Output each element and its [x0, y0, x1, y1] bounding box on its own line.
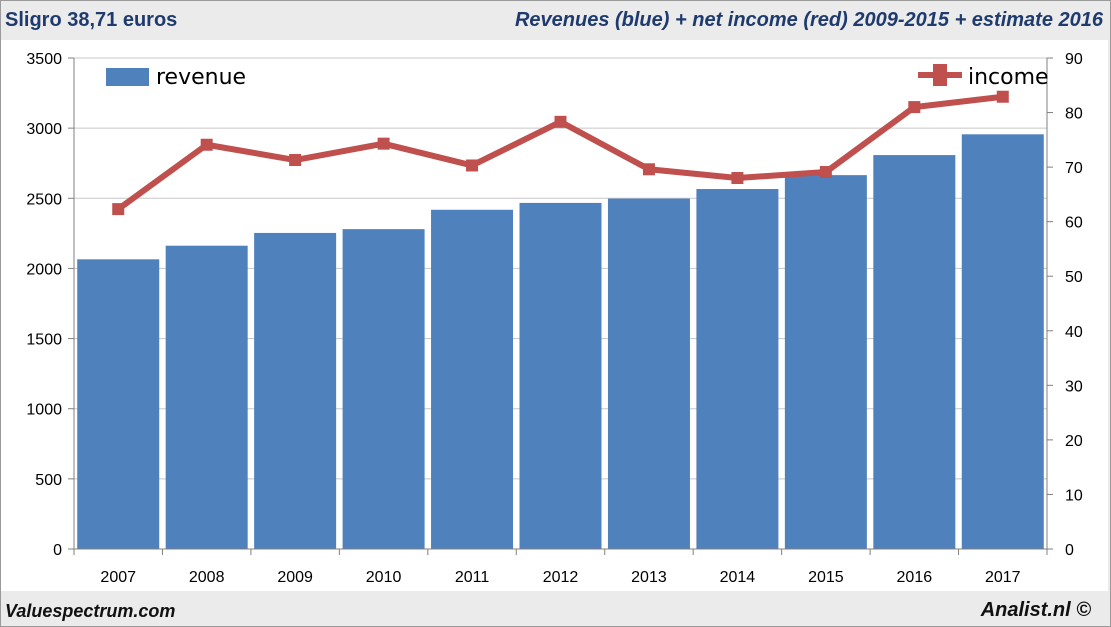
left-tick-label: 2500	[26, 191, 62, 208]
left-tick-label: 1500	[26, 332, 62, 349]
income-point-2014	[731, 172, 744, 185]
income-point-2017	[996, 90, 1009, 103]
left-tick-label: 3500	[26, 51, 62, 68]
x-tick-label-2013: 2013	[631, 569, 667, 586]
x-tick-label-2009: 2009	[277, 569, 313, 586]
income-point-2007	[112, 203, 125, 216]
source-left: Valuespectrum.com	[5, 601, 176, 621]
source-right: Analist.nl ©	[980, 599, 1091, 621]
right-tick-label: 30	[1065, 378, 1083, 395]
revenue-bar-2016	[873, 155, 956, 550]
right-tick-label: 80	[1065, 106, 1083, 123]
x-tick-label-2016: 2016	[897, 569, 933, 586]
x-tick-label-2010: 2010	[366, 569, 402, 586]
legend-income-label: income	[968, 65, 1049, 90]
revenue-bar-2007	[77, 259, 160, 549]
right-tick-label: 40	[1065, 324, 1083, 341]
legend: revenue income	[106, 64, 1049, 90]
income-point-2012	[554, 115, 567, 128]
income-line	[112, 90, 1009, 216]
income-point-2011	[466, 159, 479, 172]
revenue-bar-2008	[165, 245, 248, 550]
legend-revenue-label: revenue	[156, 65, 246, 90]
right-tick-label: 70	[1065, 160, 1083, 177]
left-tick-label: 2000	[26, 261, 62, 278]
income-point-2013	[642, 163, 655, 176]
right-tick-label: 50	[1065, 269, 1083, 286]
revenue-bar-2017	[961, 134, 1044, 549]
revenue-bar-2015	[784, 175, 867, 550]
revenue-bars	[77, 134, 1044, 550]
revenue-bar-2012	[519, 202, 602, 549]
right-tick-label: 20	[1065, 433, 1083, 450]
axes: 0 500 1000 1500 2000 2500 3000 3500 0 10 20 30 40 50 6…	[26, 51, 1082, 586]
x-tick-label-2014: 2014	[720, 569, 756, 586]
x-tick-label-2015: 2015	[808, 569, 844, 586]
x-tick-label-2011: 2011	[455, 569, 490, 586]
income-point-2015	[819, 166, 832, 179]
revenue-bar-2010	[342, 229, 425, 550]
legend-income-marker	[933, 64, 947, 86]
legend-revenue-swatch	[106, 68, 149, 86]
income-point-2010	[377, 137, 390, 150]
stock-title: Sligro 38,71 euros	[5, 9, 178, 31]
x-tick-label-2017: 2017	[985, 569, 1021, 586]
revenue-bar-2013	[607, 198, 690, 549]
revenue-bar-2011	[431, 209, 514, 550]
income-point-2008	[200, 138, 213, 151]
x-tick-label-2007: 2007	[100, 569, 136, 586]
chart-title: Revenues (blue) + net income (red) 2009-…	[514, 9, 1103, 31]
right-tick-label: 60	[1065, 215, 1083, 232]
right-tick-label: 90	[1065, 51, 1083, 68]
left-tick-label: 500	[35, 472, 62, 489]
x-tick-label-2008: 2008	[189, 569, 225, 586]
right-tick-label: 10	[1065, 487, 1083, 504]
revenue-bar-2009	[254, 232, 337, 549]
x-tick-label-2012: 2012	[543, 569, 579, 586]
left-tick-label: 1000	[26, 402, 62, 419]
left-tick-label: 0	[53, 542, 62, 559]
income-point-2016	[908, 101, 921, 114]
right-tick-label: 0	[1065, 542, 1074, 559]
left-tick-label: 3000	[26, 121, 62, 138]
revenue-bar-2014	[696, 189, 779, 549]
income-point-2009	[289, 154, 302, 167]
